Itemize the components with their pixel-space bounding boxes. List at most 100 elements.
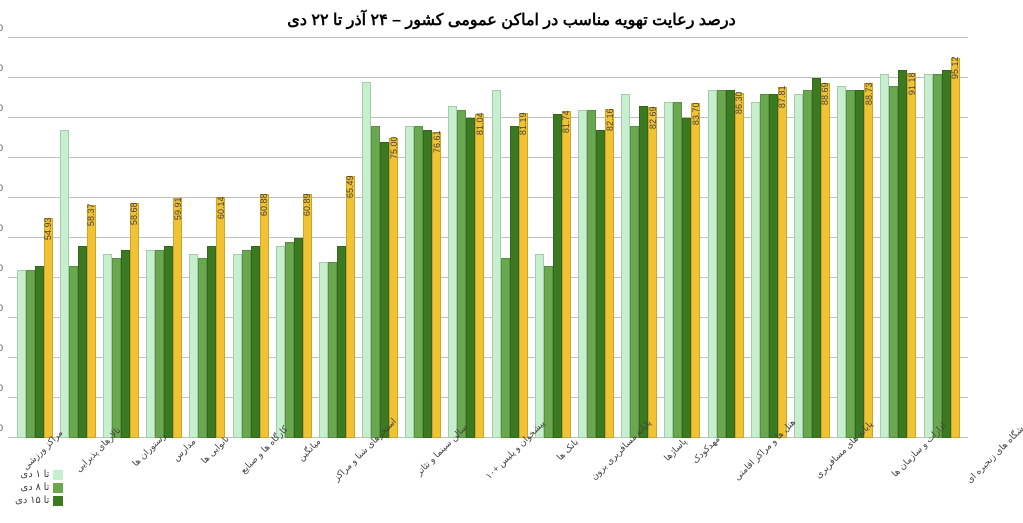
- category-group: 87.81: [747, 38, 790, 438]
- category-group: 76.61: [402, 38, 445, 438]
- bar: [553, 114, 562, 438]
- bar: [596, 130, 605, 438]
- bar-value-label: 81.19: [518, 112, 528, 135]
- bar: 65.49: [346, 176, 355, 438]
- bar-value-label: 60.88: [259, 193, 269, 216]
- bar: [837, 86, 846, 438]
- plot-area: 0.0010.0020.0030.0040.0050.0060.0070.008…: [8, 38, 968, 438]
- bar-value-label: 60.89: [302, 193, 312, 216]
- bar: [371, 126, 380, 438]
- bar: [35, 266, 44, 438]
- legend-swatch: [53, 470, 63, 480]
- legend-swatch: [53, 483, 63, 493]
- category-group: 58.68: [99, 38, 142, 438]
- bar-value-label: 88.73: [864, 82, 874, 105]
- y-tick: 50.00: [0, 223, 3, 233]
- y-tick: 20.00: [0, 343, 3, 353]
- bar: [898, 70, 907, 438]
- bar-value-label: 60.14: [216, 196, 226, 219]
- bar: [889, 86, 898, 438]
- bar-value-label: 76.61: [432, 131, 442, 154]
- legend: تا ۱ دی تا ۸ دی تا ۱۵ دی: [15, 469, 63, 508]
- bar: [855, 90, 864, 438]
- bar: [242, 250, 251, 438]
- bar: 60.89: [303, 194, 312, 438]
- bar: 58.68: [130, 203, 139, 438]
- bars-area: 54.93 58.37 58.68 59.91 60.14 60.88 60.89 65.49…: [8, 38, 968, 438]
- category-group: 88.69: [790, 38, 833, 438]
- bar: [423, 130, 432, 438]
- bar-value-label: 65.49: [345, 175, 355, 198]
- legend-label: تا ۸ دی: [20, 482, 49, 493]
- bar: [924, 74, 933, 438]
- chart-container: درصد رعایت تهویه مناسب در اماکن عمومی کش…: [0, 0, 1023, 523]
- bar: [578, 110, 587, 438]
- y-tick: 70.00: [0, 143, 3, 153]
- x-axis-label: فروشگاه های زنجیره ای: [964, 414, 1023, 522]
- bar: [164, 246, 173, 438]
- bar: 82.69: [648, 107, 657, 438]
- bar: [760, 94, 769, 438]
- bar: [189, 254, 198, 438]
- category-group: 82.69: [618, 38, 661, 438]
- bar: [69, 266, 78, 438]
- y-tick: 90.00: [0, 63, 3, 73]
- legend-label: تا ۱۵ دی: [15, 495, 49, 506]
- bar: 60.88: [260, 194, 269, 438]
- bar: [328, 262, 337, 438]
- bar: [457, 110, 466, 438]
- category-group: 60.89: [272, 38, 315, 438]
- category-group: 95.12: [920, 38, 963, 438]
- bar: 75.00: [389, 138, 398, 438]
- bar: [794, 94, 803, 438]
- bar-value-label: 58.37: [86, 204, 96, 227]
- bar: 54.93: [44, 218, 53, 438]
- bar: [276, 246, 285, 438]
- bar-value-label: 59.91: [173, 197, 183, 220]
- bar: [362, 82, 371, 438]
- bar: [812, 78, 821, 438]
- bar-value-label: 87.81: [777, 86, 787, 109]
- bar: [466, 118, 475, 438]
- bar-value-label: 83.70: [691, 102, 701, 125]
- category-group: 83.70: [661, 38, 704, 438]
- bar: [414, 126, 423, 438]
- category-group: 91.18: [877, 38, 920, 438]
- category-group: 75.00: [359, 38, 402, 438]
- chart-title: درصد رعایت تهویه مناسب در اماکن عمومی کش…: [15, 10, 1008, 30]
- y-tick: 80.00: [0, 103, 3, 113]
- bar: 60.14: [216, 197, 225, 438]
- bar: [121, 250, 130, 438]
- bar: [60, 130, 69, 438]
- bar: [448, 106, 457, 438]
- bar: [146, 250, 155, 438]
- bar: 83.70: [691, 103, 700, 438]
- bar: [233, 254, 242, 438]
- bar: [769, 94, 778, 438]
- bar: [544, 266, 553, 438]
- bar-value-label: 95.12: [950, 57, 960, 80]
- bar: 82.16: [605, 109, 614, 438]
- bar: 87.81: [778, 87, 787, 438]
- bar: 59.91: [173, 198, 182, 438]
- bar: [380, 142, 389, 438]
- bar-value-label: 81.04: [475, 113, 485, 136]
- bar: [751, 102, 760, 438]
- bar: [405, 126, 414, 438]
- legend-label: تا ۱ دی: [20, 469, 49, 480]
- y-axis: 0.0010.0020.0030.0040.0050.0060.0070.008…: [0, 38, 8, 438]
- bar: 81.04: [475, 114, 484, 438]
- bar-value-label: 75.00: [389, 137, 399, 160]
- legend-item: تا ۸ دی: [15, 482, 63, 493]
- bar: [17, 270, 26, 438]
- category-group: 54.93: [13, 38, 56, 438]
- bar: 95.12: [951, 58, 960, 438]
- bar: [630, 126, 639, 438]
- bar: 76.61: [432, 132, 441, 438]
- bar: [294, 238, 303, 438]
- bar-value-label: 58.68: [129, 202, 139, 225]
- category-group: 58.37: [56, 38, 99, 438]
- bar-value-label: 82.69: [648, 106, 658, 129]
- bar: [155, 250, 164, 438]
- bar: [846, 90, 855, 438]
